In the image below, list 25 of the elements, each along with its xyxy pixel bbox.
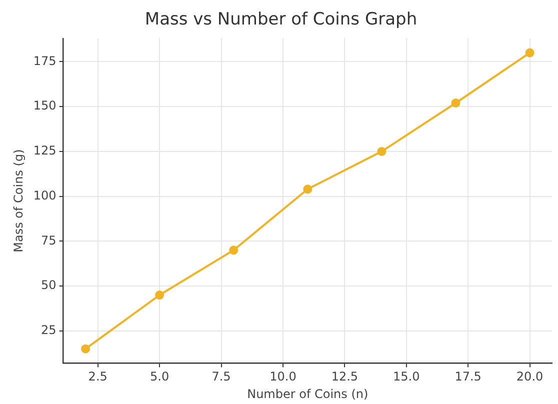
point bbox=[81, 344, 90, 354]
y-tick-label: 100 bbox=[33, 188, 56, 202]
point bbox=[303, 184, 312, 194]
y-axis-title: Mass of Coins (g) bbox=[11, 149, 26, 252]
y-tick-label: 150 bbox=[33, 98, 56, 113]
y-tick-label: 175 bbox=[33, 54, 56, 68]
x-tick-label: 12.5 bbox=[331, 370, 358, 384]
x-tick-label: 17.5 bbox=[454, 370, 482, 384]
x-tick-label: 15.0 bbox=[393, 370, 420, 384]
x-tick-label: 10.0 bbox=[270, 370, 296, 384]
x-tick-label: 2.5 bbox=[88, 370, 108, 384]
y-tick-label: 50 bbox=[41, 278, 56, 292]
point bbox=[525, 48, 534, 58]
chart-title: Mass vs Number of Coins Graph bbox=[144, 10, 418, 30]
y-tick-label: 75 bbox=[41, 233, 56, 248]
y-tick-label: 125 bbox=[33, 144, 56, 158]
x-tick-label: 5.0 bbox=[150, 370, 170, 384]
x-tick-label: 7.5 bbox=[212, 370, 231, 384]
x-axis-title: Number of Coins (n) bbox=[247, 386, 368, 401]
x-tick-label: 20.0 bbox=[516, 370, 544, 384]
point bbox=[229, 246, 238, 255]
point bbox=[377, 146, 386, 156]
y-tick-label: 25 bbox=[41, 323, 56, 338]
point bbox=[155, 290, 164, 300]
point bbox=[451, 98, 460, 108]
